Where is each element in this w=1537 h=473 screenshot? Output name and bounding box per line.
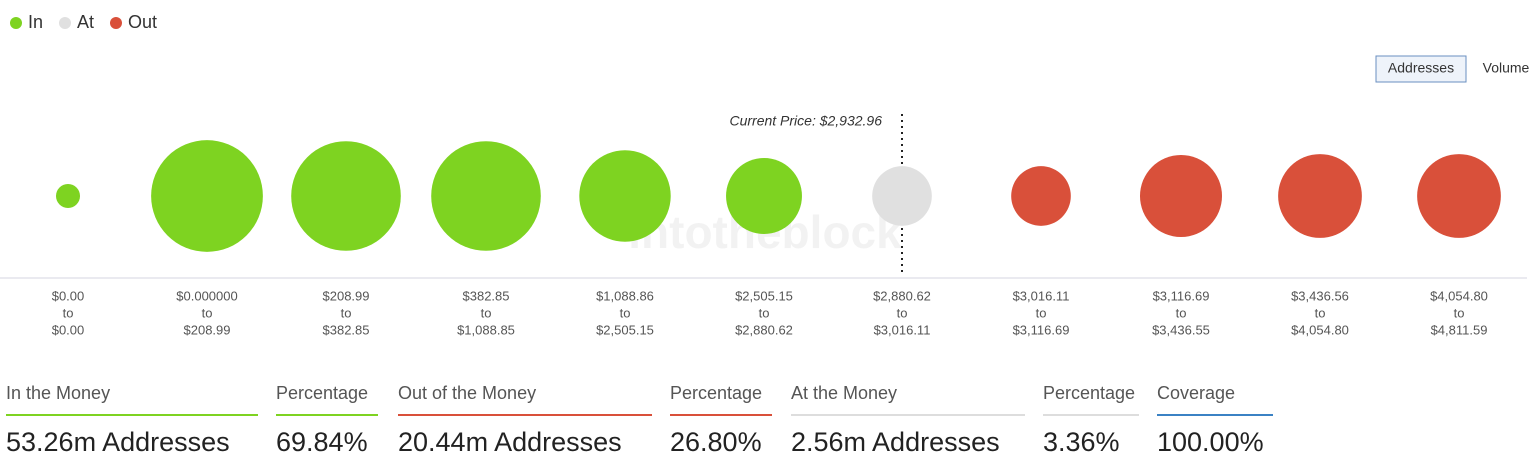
range-from: $382.85	[463, 288, 510, 303]
summary-underline	[398, 414, 652, 416]
range-to: $3,436.55	[1152, 322, 1210, 337]
range-to: $1,088.85	[457, 322, 515, 337]
summary-label: Percentage	[670, 383, 762, 403]
summary-value: 3.36%	[1043, 427, 1120, 457]
range-joiner: to	[63, 305, 74, 320]
range-from: $0.00	[52, 288, 85, 303]
summary-label: Out of the Money	[398, 383, 536, 403]
legend-dot	[59, 17, 71, 29]
legend-dot	[10, 17, 22, 29]
bubble[interactable]	[726, 158, 802, 234]
range-joiner: to	[1454, 305, 1465, 320]
bubble[interactable]	[1139, 154, 1223, 238]
toggle-label[interactable]: Volume	[1483, 60, 1530, 76]
range-from: $3,016.11	[1013, 288, 1070, 303]
range-to: $4,811.59	[1431, 322, 1488, 337]
summary-value: 100.00%	[1157, 427, 1264, 457]
range-to: $4,054.80	[1291, 322, 1349, 337]
range-from: $2,880.62	[873, 288, 931, 303]
range-to: $2,505.15	[596, 322, 654, 337]
bubble[interactable]	[872, 166, 932, 226]
range-joiner: to	[620, 305, 631, 320]
summary-underline	[1157, 414, 1273, 416]
range-to: $2,880.62	[735, 322, 793, 337]
range-from: $1,088.86	[596, 288, 654, 303]
bubble[interactable]	[151, 140, 263, 252]
summary-value: 2.56m Addresses	[791, 427, 1000, 457]
bubble[interactable]	[431, 141, 541, 251]
summary-label: Coverage	[1157, 383, 1235, 403]
range-joiner: to	[481, 305, 492, 320]
toggle-button[interactable]	[1375, 55, 1467, 83]
summary-underline	[1043, 414, 1139, 416]
summary-label: In the Money	[6, 383, 110, 403]
range-joiner: to	[202, 305, 213, 320]
range-joiner: to	[897, 305, 908, 320]
bubble[interactable]	[55, 183, 81, 209]
toggle-label[interactable]: Addresses	[1388, 60, 1454, 76]
summary-underline	[670, 414, 772, 416]
summary-label: At the Money	[791, 383, 897, 403]
range-joiner: to	[341, 305, 352, 320]
range-joiner: to	[759, 305, 770, 320]
bubble[interactable]	[291, 141, 401, 251]
range-from: $208.99	[323, 288, 370, 303]
range-to: $382.85	[323, 322, 370, 337]
current-price-label: Current Price: $2,932.96	[729, 113, 882, 129]
bubble[interactable]	[1417, 154, 1501, 238]
summary-underline	[6, 414, 258, 416]
bubble[interactable]	[1011, 166, 1071, 226]
range-to: $208.99	[184, 322, 231, 337]
range-from: $4,054.80	[1430, 288, 1488, 303]
range-joiner: to	[1176, 305, 1187, 320]
legend-dot	[110, 17, 122, 29]
range-from: $3,436.56	[1291, 288, 1349, 303]
legend-label[interactable]: At	[77, 12, 94, 32]
summary-underline	[791, 414, 1025, 416]
range-from: $2,505.15	[735, 288, 793, 303]
bubble[interactable]	[1278, 154, 1362, 238]
legend-label[interactable]: In	[28, 12, 43, 32]
range-from: $3,116.69	[1153, 288, 1210, 303]
range-to: $3,116.69	[1013, 322, 1070, 337]
summary-label: Percentage	[276, 383, 368, 403]
summary-value: 20.44m Addresses	[398, 427, 622, 457]
range-to: $3,016.11	[874, 322, 931, 337]
range-joiner: to	[1315, 305, 1326, 320]
range-to: $0.00	[52, 322, 85, 337]
range-from: $0.000000	[176, 288, 237, 303]
summary-label: Percentage	[1043, 383, 1135, 403]
summary-value: 53.26m Addresses	[6, 427, 230, 457]
summary-value: 26.80%	[670, 427, 762, 457]
legend-label[interactable]: Out	[128, 12, 157, 32]
summary-value: 69.84%	[276, 427, 368, 457]
summary-underline	[276, 414, 378, 416]
bubble[interactable]	[579, 150, 671, 242]
range-joiner: to	[1036, 305, 1047, 320]
